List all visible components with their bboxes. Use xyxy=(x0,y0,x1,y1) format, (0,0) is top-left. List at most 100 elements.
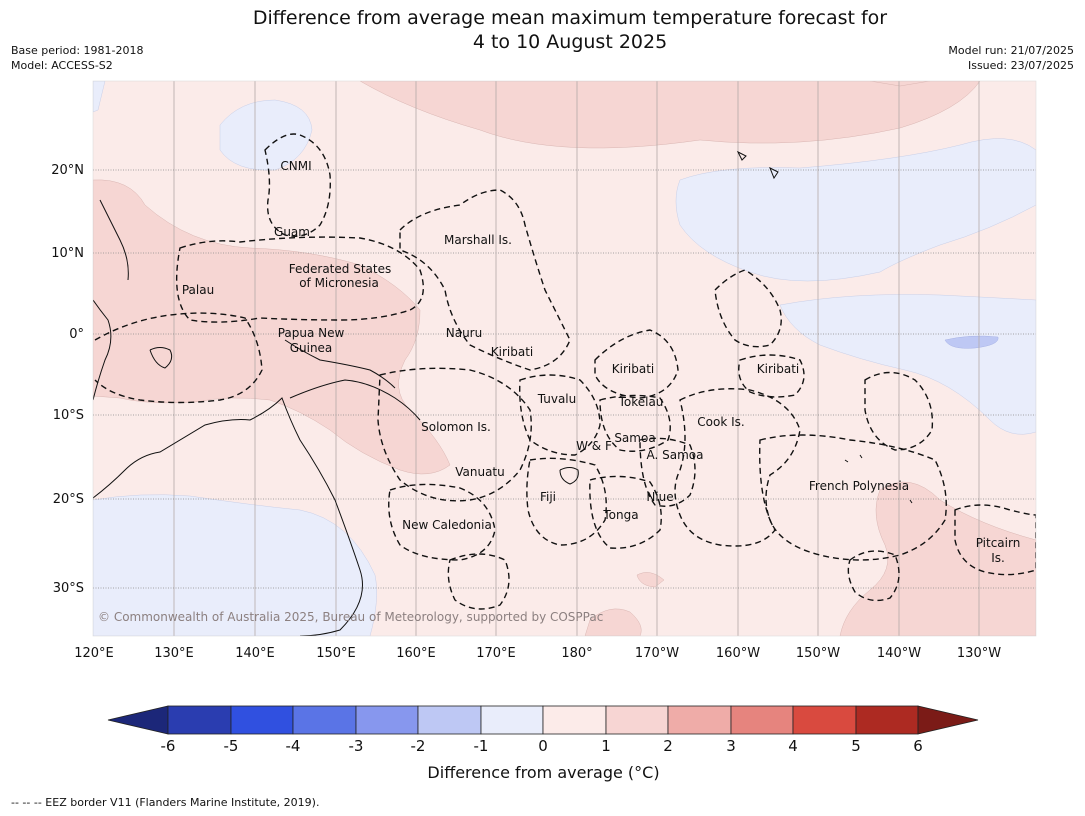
colorbar-tick-label: -2 xyxy=(411,737,426,755)
fiji-outline xyxy=(559,467,579,485)
place-label: Tokelau xyxy=(618,395,664,409)
place-label: Niue xyxy=(646,490,673,504)
colorbar-tick-label: 4 xyxy=(788,737,798,755)
colorbar-segment xyxy=(480,705,544,735)
longitude-tick-label: 170°W xyxy=(635,646,679,661)
new-guinea-north-coast xyxy=(284,339,396,389)
place-label: Cook Is. xyxy=(697,415,744,429)
place-label: Guinea xyxy=(290,341,333,355)
colorbar-segment xyxy=(167,705,232,735)
base-period: Base period: 1981-2018 xyxy=(11,44,144,57)
place-label: W & F xyxy=(576,439,612,453)
colorbar-segment xyxy=(355,705,419,735)
longitude-tick-label: 150°E xyxy=(316,646,356,661)
title-line-2: 4 to 10 August 2025 xyxy=(472,31,668,53)
model-run: Model run: 21/07/2025 xyxy=(948,44,1074,57)
place-labels: CNMI Guam Marshall Is. Federated States … xyxy=(182,159,1020,565)
polynesia-dots xyxy=(844,454,913,504)
latitude-axis: 20°N 10°N 0° 10°S 20°S 30°S xyxy=(51,163,84,596)
longitude-tick-label: 160°W xyxy=(716,646,760,661)
colorbar-tick-label: -4 xyxy=(286,737,301,755)
colorbar-segment xyxy=(730,705,794,735)
colorbar-tick-label: 5 xyxy=(851,737,861,755)
colorbar-tick-label: -1 xyxy=(474,737,489,755)
latitude-tick-label: 0° xyxy=(69,327,84,342)
colorbar-tick-label: -6 xyxy=(161,737,176,755)
coastlines xyxy=(93,150,913,636)
colorbar-segment xyxy=(230,705,294,735)
island-outline xyxy=(149,347,173,369)
colorbar-segment xyxy=(855,705,919,735)
place-label: French Polynesia xyxy=(809,479,909,493)
issued-date: Issued: 23/07/2025 xyxy=(967,59,1074,72)
colorbar-extend-high xyxy=(917,705,979,735)
colorbar-segment xyxy=(605,705,669,735)
hawaii-outline xyxy=(736,150,779,180)
latitude-tick-label: 20°N xyxy=(51,163,84,178)
model-info: Base period: 1981-2018 Model: ACCESS-S2 xyxy=(11,43,143,73)
place-label: Pitcairn xyxy=(976,536,1021,550)
philippines-coast xyxy=(99,199,129,281)
place-label: Kiribati xyxy=(491,345,533,359)
eez-borders xyxy=(94,133,1036,610)
australia-coast xyxy=(93,397,363,636)
place-label: A. Samoa xyxy=(647,448,704,462)
indonesia-coast xyxy=(93,299,112,401)
colorbar-extend-low xyxy=(107,705,169,735)
run-info: Model run: 21/07/2025 Issued: 23/07/2025 xyxy=(948,43,1074,73)
colorbar-segment xyxy=(792,705,857,735)
place-label: Nauru xyxy=(446,326,482,340)
colorbar: -6 -5 -4 -3 -2 -1 0 1 2 3 4 5 6 xyxy=(107,705,979,755)
colorbar-tick-label: 3 xyxy=(726,737,736,755)
colorbar-title: Difference from average (°C) xyxy=(427,763,660,782)
longitude-tick-label: 120°E xyxy=(74,646,114,661)
longitude-tick-label: 140°W xyxy=(877,646,921,661)
latitude-tick-label: 10°N xyxy=(51,246,84,261)
cool-anomaly-core xyxy=(944,335,999,349)
place-label: Guam xyxy=(274,225,310,239)
latitude-tick-label: 30°S xyxy=(53,581,84,596)
place-label: Is. xyxy=(991,551,1005,565)
new-guinea-south-coast xyxy=(289,379,421,421)
place-label: of Micronesia xyxy=(299,276,379,290)
colorbar-tick-label: 2 xyxy=(663,737,673,755)
title-line-1: Difference from average mean maximum tem… xyxy=(252,7,888,29)
latitude-tick-label: 10°S xyxy=(53,408,84,423)
colorbar-tick-label: -3 xyxy=(349,737,364,755)
latitude-tick-label: 20°S xyxy=(53,492,84,507)
longitude-tick-label: 180° xyxy=(561,646,592,661)
place-label: Kiribati xyxy=(757,362,799,376)
place-label: Federated States xyxy=(289,262,391,276)
place-label: CNMI xyxy=(280,159,311,173)
colorbar-tick-label: 0 xyxy=(538,737,548,755)
longitude-tick-label: 160°E xyxy=(396,646,436,661)
warm-anomaly-regions xyxy=(93,81,1036,636)
map-area: CNMI Guam Marshall Is. Federated States … xyxy=(93,81,1036,636)
colorbar-segment xyxy=(292,705,357,735)
longitude-tick-label: 140°E xyxy=(235,646,275,661)
map-frame xyxy=(92,80,1037,637)
longitude-tick-label: 150°W xyxy=(796,646,840,661)
eez-footnote: -- -- -- EEZ border V11 (Flanders Marine… xyxy=(11,796,320,809)
copyright-notice: © Commonwealth of Australia 2025, Bureau… xyxy=(98,610,603,624)
place-label: Tuvalu xyxy=(537,392,577,406)
colorbar-segment xyxy=(417,705,482,735)
model-name: Model: ACCESS-S2 xyxy=(11,59,113,72)
place-label: Solomon Is. xyxy=(421,420,491,434)
colorbar-tick-label: -5 xyxy=(224,737,239,755)
place-label: Samoa xyxy=(614,431,655,445)
longitude-gridlines xyxy=(173,81,980,636)
place-label: Palau xyxy=(182,283,214,297)
colorbar-tick-label: 6 xyxy=(913,737,923,755)
longitude-tick-label: 130°W xyxy=(957,646,1001,661)
place-label: Tonga xyxy=(602,508,638,522)
place-label: Marshall Is. xyxy=(444,233,512,247)
longitude-axis: 120°E 130°E 140°E 150°E 160°E 170°E 180°… xyxy=(74,646,1001,661)
place-label: Vanuatu xyxy=(455,465,505,479)
place-label: Fiji xyxy=(540,490,556,504)
colorbar-segment xyxy=(667,705,732,735)
longitude-tick-label: 130°E xyxy=(154,646,194,661)
colorbar-segment xyxy=(542,705,607,735)
place-label: Kiribati xyxy=(612,362,654,376)
